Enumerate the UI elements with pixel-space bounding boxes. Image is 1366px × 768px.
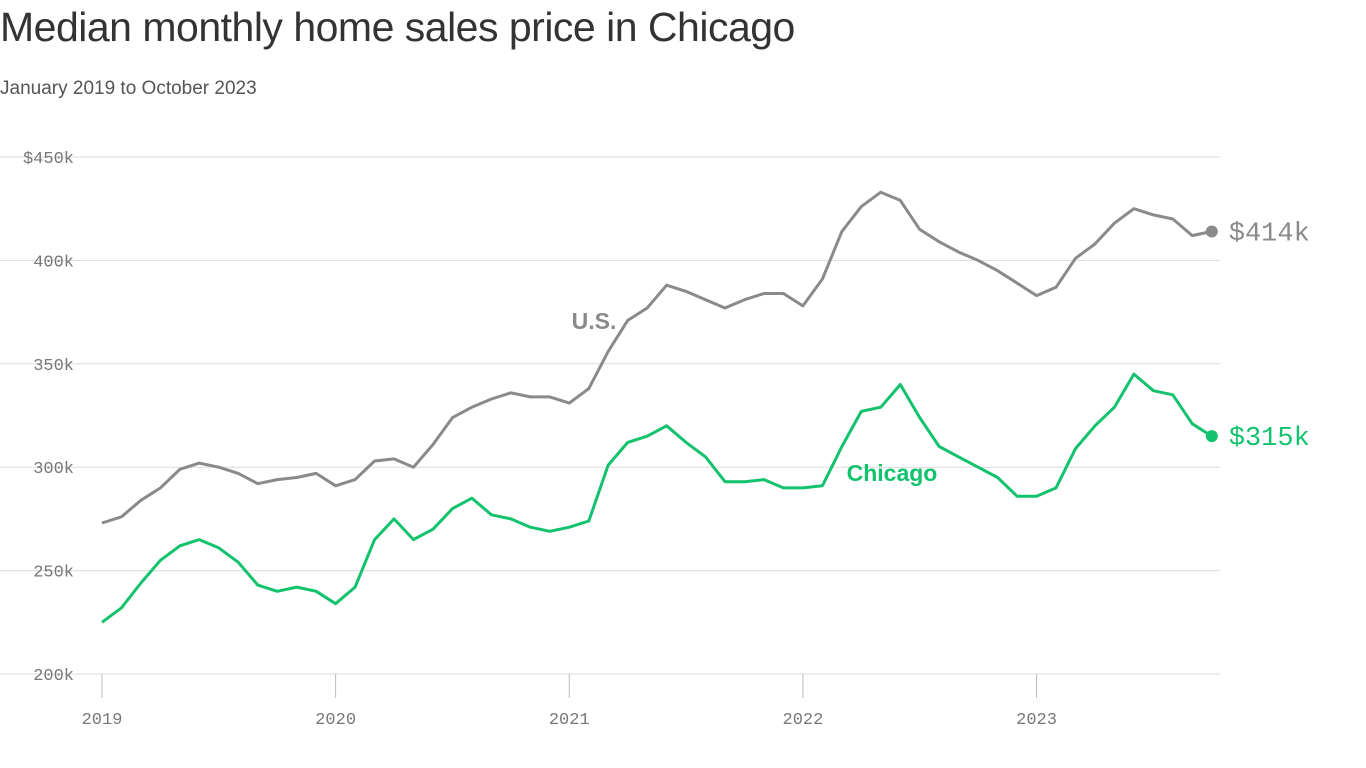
series-label: U.S.	[572, 308, 617, 334]
series-line-us	[101, 190, 1213, 525]
y-tick-label: 200k	[33, 667, 74, 686]
end-point-marker	[1205, 430, 1218, 443]
chart-subtitle: January 2019 to October 2023	[0, 78, 257, 99]
y-tick-label: $450k	[23, 150, 74, 169]
y-tick-label: 350k	[33, 357, 74, 376]
y-tick-label: 300k	[33, 460, 74, 479]
x-tick-label: 2019	[82, 711, 123, 730]
y-tick-label: 400k	[33, 253, 74, 272]
x-tick-label: 2023	[1016, 711, 1057, 730]
x-tick-label: 2021	[549, 711, 590, 730]
x-tick-label: 2022	[783, 711, 824, 730]
end-value-label: $414k	[1229, 219, 1310, 249]
end-point-marker	[1205, 225, 1218, 238]
series-line-chicago	[101, 372, 1213, 624]
chart-title: Median monthly home sales price in Chica…	[0, 4, 795, 50]
end-value-label: $315k	[1229, 424, 1310, 454]
x-tick-label: 2020	[315, 711, 356, 730]
series-label: Chicago	[847, 460, 938, 486]
y-tick-label: 250k	[33, 564, 74, 583]
